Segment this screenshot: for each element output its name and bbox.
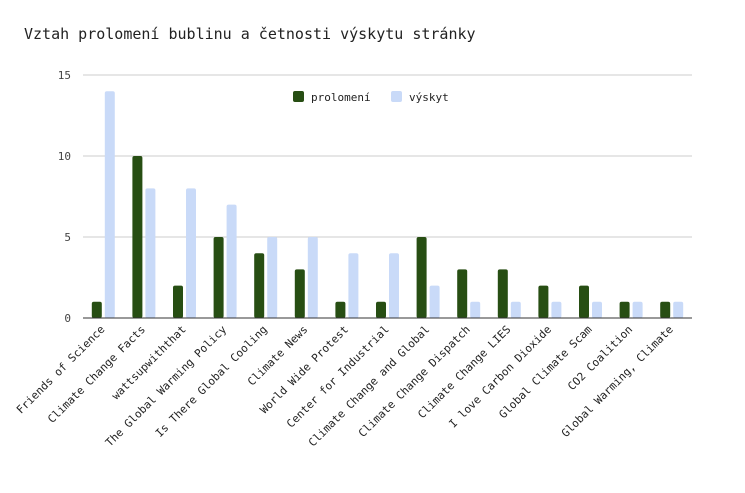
legend: prolomení výskyt [293, 91, 449, 104]
legend-swatch [391, 91, 402, 102]
bar-vyskyt [307, 237, 318, 318]
bar-prolomeni [294, 269, 305, 318]
bar-vyskyt [389, 253, 399, 318]
chart-title: Vztah prolomení bublinu a četnosti výsky… [24, 25, 476, 43]
bar-prolomeni [213, 237, 224, 318]
bar-vyskyt [673, 301, 684, 318]
legend-label: výskyt [409, 91, 449, 104]
bar-vyskyt [226, 204, 237, 318]
bar-prolomeni [254, 253, 265, 318]
y-tick-label: 15 [58, 69, 71, 82]
bar-vyskyt [348, 253, 359, 318]
bar-prolomeni [538, 285, 549, 318]
bar-prolomeni [91, 301, 102, 318]
bar-prolomeni [619, 301, 630, 318]
bar-prolomeni [579, 285, 589, 318]
bar-vyskyt [592, 301, 602, 318]
bar-vyskyt [429, 285, 440, 318]
bar-prolomeni [497, 269, 508, 318]
bars [91, 91, 684, 318]
y-tick-label: 5 [64, 231, 71, 244]
bar-vyskyt [632, 301, 643, 318]
bar-vyskyt [470, 301, 481, 318]
bar-prolomeni [416, 237, 427, 318]
bar-prolomeni [132, 156, 143, 318]
bar-prolomeni [660, 301, 671, 318]
legend-swatch [293, 91, 304, 102]
y-tick-label: 10 [58, 150, 71, 163]
bar-prolomeni [376, 301, 386, 318]
bar-vyskyt [551, 301, 562, 318]
bar-prolomeni [173, 285, 183, 318]
bar-prolomeni [457, 269, 468, 318]
x-tick-label: wattsupwiththat [109, 323, 188, 402]
legend-label: prolomení [311, 91, 371, 104]
bar-vyskyt [104, 91, 115, 318]
bar-prolomeni [335, 301, 346, 318]
bar-vyskyt [186, 188, 196, 318]
bar-vyskyt [145, 188, 156, 318]
gridlines [83, 74, 692, 238]
y-tick-label: 0 [64, 312, 71, 325]
bar-vyskyt [267, 237, 278, 318]
bar-vyskyt [510, 301, 521, 318]
